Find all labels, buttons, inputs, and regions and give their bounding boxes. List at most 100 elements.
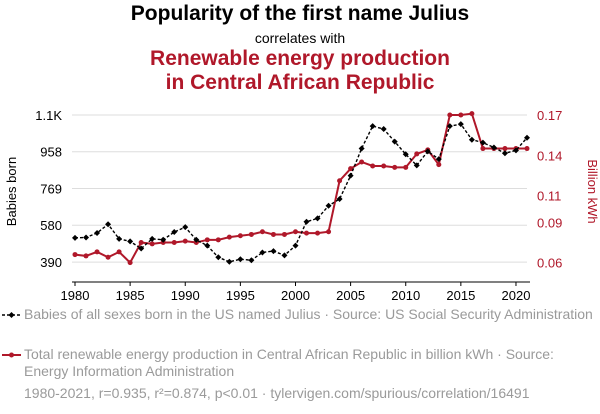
- data-point-energy: [72, 252, 78, 258]
- legend-marker-babies: [8, 312, 15, 318]
- data-point-babies: [292, 242, 299, 249]
- data-point-energy: [315, 230, 321, 236]
- data-point-babies: [424, 148, 431, 155]
- data-point-babies: [512, 147, 519, 154]
- data-point-babies: [160, 236, 167, 243]
- data-point-energy: [171, 240, 177, 245]
- data-point-energy: [370, 163, 376, 169]
- data-point-babies: [524, 134, 530, 141]
- y-right-tick-label: 0.17: [537, 108, 562, 123]
- data-point-energy: [480, 146, 486, 152]
- data-point-energy: [337, 178, 343, 184]
- data-point-babies: [127, 238, 134, 245]
- x-tick-label: 2015: [446, 288, 475, 300]
- x-tick-label: 2005: [336, 288, 365, 300]
- data-point-babies: [358, 145, 365, 152]
- x-tick-label: 1980: [61, 288, 90, 300]
- legend-item-series2: Total renewable energy production in Cen…: [24, 346, 554, 379]
- data-point-babies: [193, 236, 200, 243]
- data-point-energy: [226, 234, 232, 240]
- y-left-tick-label: 390: [40, 255, 62, 270]
- chart-plot: 1.1K 958 769 580 390 0.17 0.14 0.11 0.09 0.06 1980…: [4, 108, 600, 300]
- x-tick-label: 2000: [281, 288, 310, 300]
- data-point-energy: [248, 231, 254, 237]
- data-point-babies: [105, 221, 112, 228]
- data-point-energy: [94, 249, 100, 255]
- data-point-energy: [524, 146, 530, 152]
- data-point-energy: [105, 254, 111, 260]
- data-point-energy: [281, 231, 287, 237]
- data-point-babies: [435, 156, 442, 163]
- chart-footer: 1980-2021, r=0.935, r²=0.874, p<0.01 · t…: [24, 385, 530, 401]
- data-point-energy: [182, 238, 188, 244]
- data-point-babies: [501, 150, 508, 157]
- data-point-babies: [215, 254, 222, 261]
- data-point-babies: [94, 230, 101, 237]
- data-point-babies: [479, 139, 486, 146]
- data-point-babies: [83, 234, 90, 241]
- data-point-babies: [325, 202, 332, 209]
- data-point-babies: [490, 144, 497, 151]
- data-point-babies: [446, 123, 453, 130]
- x-tick-label: 2020: [502, 288, 531, 300]
- data-point-energy: [127, 260, 133, 266]
- x-tick-label: 1990: [171, 288, 200, 300]
- data-point-babies: [270, 248, 277, 255]
- data-point-babies: [402, 151, 409, 158]
- data-point-babies: [204, 242, 211, 249]
- legend-marker-energy: [9, 352, 14, 358]
- data-point-babies: [149, 235, 156, 242]
- data-point-energy: [138, 240, 144, 245]
- y-left-tick-label: 769: [40, 181, 62, 196]
- data-point-babies: [248, 257, 255, 264]
- data-point-babies: [138, 245, 145, 252]
- data-point-babies: [116, 235, 123, 242]
- data-point-babies: [237, 256, 244, 263]
- y-left-axis-label: Babies born: [4, 157, 19, 226]
- data-point-babies: [226, 258, 233, 265]
- data-point-energy: [469, 111, 475, 117]
- y-right-tick-label: 0.14: [537, 148, 562, 163]
- data-point-babies: [72, 234, 78, 241]
- data-point-babies: [457, 121, 464, 128]
- data-point-energy: [326, 229, 332, 235]
- data-point-energy: [403, 164, 409, 170]
- x-tick-label: 1985: [116, 288, 145, 300]
- data-point-babies: [380, 125, 387, 132]
- data-point-energy: [149, 241, 155, 247]
- data-point-babies: [336, 195, 343, 202]
- x-tick-label: 1995: [226, 288, 255, 300]
- data-point-babies: [468, 136, 475, 143]
- data-point-energy: [237, 233, 243, 239]
- data-point-babies: [303, 218, 310, 225]
- legend-markers: [2, 312, 21, 358]
- data-point-energy: [270, 231, 276, 237]
- data-point-energy: [392, 164, 398, 170]
- data-point-babies: [314, 215, 321, 222]
- data-point-babies: [281, 252, 288, 259]
- data-point-babies: [182, 224, 189, 231]
- data-point-energy: [292, 229, 298, 235]
- y-left-tick-label: 1.1K: [35, 108, 62, 123]
- data-point-energy: [204, 237, 210, 243]
- data-point-babies: [171, 229, 178, 236]
- y-left-tick-label: 958: [40, 145, 62, 160]
- chart-title-secondary-line2: in Central African Republic: [165, 71, 435, 94]
- y-right-tick-label: 0.09: [537, 215, 562, 230]
- y-left-tick-label: 580: [40, 218, 62, 233]
- data-point-energy: [447, 112, 453, 118]
- y-right-axis-label: Billion kWh: [585, 159, 600, 223]
- data-point-energy: [259, 229, 265, 235]
- data-point-babies: [391, 138, 398, 145]
- data-point-energy: [83, 253, 89, 259]
- legend-item-series1: Babies of all sexes born in the US named…: [24, 306, 593, 322]
- data-point-energy: [414, 151, 420, 157]
- data-point-babies: [259, 249, 266, 256]
- data-point-energy: [502, 146, 508, 152]
- data-point-babies: [347, 172, 354, 179]
- data-point-babies: [413, 162, 420, 169]
- data-point-energy: [458, 112, 464, 118]
- y-right-tick-label: 0.06: [537, 256, 562, 271]
- y-right-tick-label: 0.11: [537, 189, 561, 204]
- chart-subtitle: correlates with: [254, 30, 346, 46]
